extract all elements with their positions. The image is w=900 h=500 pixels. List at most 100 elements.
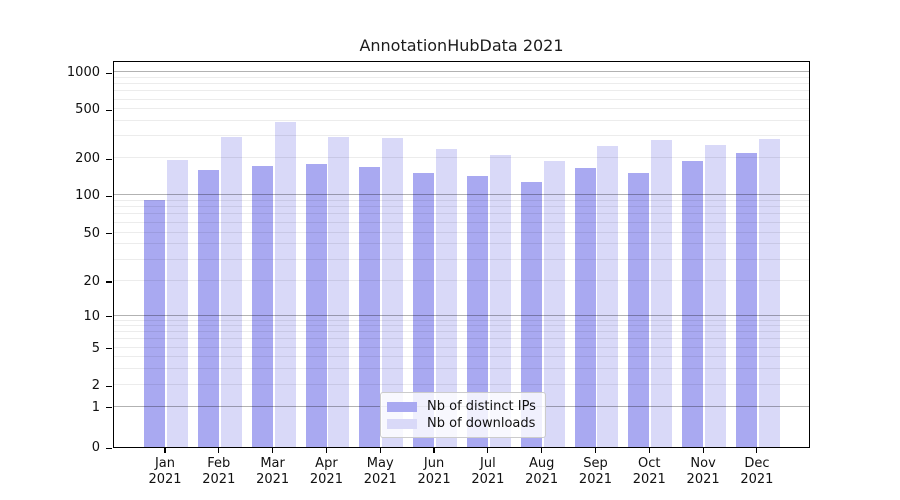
y-tick-mark bbox=[106, 385, 112, 387]
y-tick-mark bbox=[106, 447, 112, 449]
x-tick-mark bbox=[272, 448, 274, 453]
x-tick-mark bbox=[594, 448, 597, 453]
bar-apr-downloads bbox=[328, 136, 350, 447]
gridline-minor bbox=[114, 231, 809, 233]
gridline-major bbox=[114, 194, 809, 196]
bar-dec-ips bbox=[736, 153, 757, 447]
x-tick-label-dec: Dec 2021 bbox=[740, 456, 774, 487]
x-tick-label-mar: Mar 2021 bbox=[256, 456, 290, 487]
bar-mar-ips bbox=[251, 166, 273, 447]
x-tick-mark bbox=[541, 448, 543, 453]
gridline-minor bbox=[114, 384, 809, 386]
x-tick-label-apr: Apr 2021 bbox=[309, 456, 343, 487]
gridline-minor bbox=[114, 221, 809, 223]
bar-mar-downloads bbox=[274, 121, 296, 447]
gridline-minor bbox=[114, 325, 809, 326]
gridline-minor bbox=[114, 77, 809, 78]
bar-sep-downloads bbox=[597, 146, 619, 447]
x-tick-label-oct: Oct 2021 bbox=[632, 456, 666, 487]
gridline-minor bbox=[114, 157, 809, 159]
x-tick-mark bbox=[648, 448, 650, 453]
bar-jan-downloads bbox=[166, 159, 188, 447]
bar-nov-ips bbox=[682, 160, 704, 447]
y-tick-mark bbox=[106, 109, 112, 111]
legend-label: Nb of downloads bbox=[427, 416, 536, 431]
gridline-minor bbox=[114, 135, 809, 137]
x-tick-label-may: May 2021 bbox=[363, 456, 397, 487]
bar-nov-downloads bbox=[705, 144, 726, 447]
plot-area bbox=[113, 61, 810, 448]
bar-aug-downloads bbox=[543, 161, 565, 447]
x-tick-mark bbox=[487, 448, 489, 453]
legend-label: Nb of distinct IPs bbox=[427, 399, 536, 414]
bar-may-ips bbox=[359, 166, 381, 447]
y-tick-mark bbox=[106, 407, 112, 409]
bar-jun-ips bbox=[413, 173, 435, 447]
y-tick-label: 500 bbox=[75, 102, 100, 118]
bar-apr-ips bbox=[305, 164, 327, 447]
gridline-minor bbox=[114, 199, 809, 201]
legend-row: Nb of downloads bbox=[387, 415, 537, 432]
gridline-minor bbox=[114, 206, 809, 208]
y-tick-label: 0 bbox=[91, 440, 100, 455]
bar-sep-ips bbox=[574, 168, 596, 447]
y-tick-mark bbox=[106, 233, 112, 235]
y-tick-label: 10 bbox=[83, 308, 100, 324]
gridline-major bbox=[114, 314, 809, 316]
gridline-minor bbox=[114, 355, 809, 357]
bar-feb-downloads bbox=[220, 136, 242, 447]
gridline-minor bbox=[114, 90, 809, 92]
y-tick-label: 1000 bbox=[66, 65, 100, 81]
y-tick-mark bbox=[106, 72, 112, 75]
x-tick-label-nov: Nov 2021 bbox=[686, 456, 720, 487]
gridline-minor bbox=[114, 338, 809, 340]
legend: Nb of distinct IPs Nb of downloads bbox=[380, 392, 546, 438]
bar-jun-downloads bbox=[435, 149, 457, 447]
gridline-minor bbox=[114, 319, 809, 321]
x-tick-label-jul: Jul 2021 bbox=[471, 456, 505, 487]
x-tick-mark bbox=[325, 448, 328, 453]
y-tick-mark bbox=[106, 316, 112, 318]
y-tick-mark bbox=[106, 158, 112, 160]
legend-row: Nb of distinct IPs bbox=[387, 398, 537, 415]
gridline-minor bbox=[114, 120, 809, 122]
gridline-minor bbox=[114, 108, 809, 110]
x-tick-label-jan: Jan 2021 bbox=[148, 456, 182, 487]
gridline-minor bbox=[114, 213, 809, 215]
y-tick-label: 100 bbox=[75, 188, 100, 204]
bar-oct-downloads bbox=[651, 140, 673, 447]
x-tick-label-feb: Feb 2021 bbox=[202, 456, 236, 487]
x-tick-mark bbox=[433, 448, 435, 453]
bar-jul-downloads bbox=[489, 154, 511, 447]
bar-dec-downloads bbox=[758, 138, 780, 447]
gridline-major bbox=[114, 71, 809, 73]
y-tick-mark bbox=[106, 195, 112, 197]
y-tick-label: 200 bbox=[75, 151, 100, 167]
bar-oct-ips bbox=[628, 173, 650, 447]
y-tick-label: 2 bbox=[91, 378, 100, 394]
y-tick-label: 5 bbox=[91, 340, 100, 356]
gridline-minor bbox=[114, 98, 809, 100]
x-tick-mark bbox=[164, 448, 166, 453]
x-tick-mark bbox=[702, 448, 704, 453]
gridline-minor bbox=[114, 367, 809, 369]
bar-may-downloads bbox=[382, 138, 404, 447]
x-tick-mark bbox=[218, 448, 220, 453]
y-tick-label: 1 bbox=[91, 399, 100, 415]
gridline-minor bbox=[114, 83, 809, 85]
x-tick-label-jun: Jun 2021 bbox=[417, 456, 451, 487]
bar-feb-ips bbox=[197, 170, 219, 447]
chart-title: AnnotationHubData 2021 bbox=[359, 36, 564, 55]
legend-swatch-icon bbox=[387, 401, 417, 412]
x-tick-label-aug: Aug 2021 bbox=[525, 456, 559, 487]
x-tick-mark bbox=[379, 448, 381, 453]
gridline-minor bbox=[114, 280, 809, 281]
bar-jul-ips bbox=[466, 175, 488, 447]
y-tick-label: 20 bbox=[83, 273, 100, 289]
y-tick-mark bbox=[106, 348, 112, 350]
gridline-minor bbox=[114, 346, 809, 348]
bar-jan-ips bbox=[144, 200, 166, 447]
gridline-minor bbox=[114, 258, 809, 260]
x-tick-label-sep: Sep 2021 bbox=[578, 456, 613, 487]
